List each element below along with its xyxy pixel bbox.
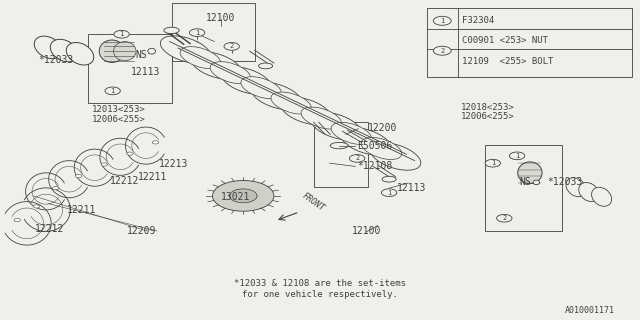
Text: 12113: 12113	[131, 67, 161, 77]
Text: 1: 1	[440, 18, 444, 24]
Circle shape	[381, 189, 397, 196]
Circle shape	[76, 174, 82, 178]
Circle shape	[152, 141, 159, 144]
Ellipse shape	[114, 42, 136, 61]
Text: A010001171: A010001171	[564, 306, 614, 315]
Text: 12211: 12211	[138, 172, 167, 182]
Circle shape	[497, 214, 512, 222]
Text: 1: 1	[491, 160, 495, 166]
Circle shape	[105, 87, 120, 95]
Circle shape	[212, 180, 274, 211]
Text: 12212: 12212	[35, 224, 65, 234]
Text: 12018<253>: 12018<253>	[461, 103, 515, 112]
Ellipse shape	[251, 82, 302, 110]
Text: *12033 & 12108 are the set-items: *12033 & 12108 are the set-items	[234, 279, 406, 288]
Text: 12006<255>: 12006<255>	[461, 112, 515, 121]
Text: 12200: 12200	[368, 123, 397, 133]
Bar	[172, 3, 255, 61]
Ellipse shape	[533, 180, 540, 185]
Ellipse shape	[210, 62, 251, 84]
Ellipse shape	[35, 36, 61, 59]
Circle shape	[349, 155, 365, 162]
Circle shape	[224, 43, 239, 50]
Ellipse shape	[382, 176, 396, 182]
Text: 12213: 12213	[159, 159, 188, 169]
Ellipse shape	[221, 67, 272, 94]
Text: C00901 <253> NUT: C00901 <253> NUT	[462, 36, 548, 44]
Circle shape	[127, 152, 133, 155]
Ellipse shape	[180, 47, 221, 68]
Circle shape	[189, 29, 205, 36]
Ellipse shape	[361, 138, 402, 159]
Ellipse shape	[67, 43, 93, 65]
Ellipse shape	[370, 143, 421, 170]
Ellipse shape	[280, 97, 332, 125]
Text: *12108: *12108	[357, 161, 392, 172]
Ellipse shape	[99, 40, 125, 62]
Ellipse shape	[164, 27, 179, 34]
Text: 12006<255>: 12006<255>	[92, 115, 145, 124]
Ellipse shape	[310, 112, 362, 140]
Bar	[88, 34, 172, 103]
Text: FRONT: FRONT	[301, 192, 326, 213]
Bar	[314, 122, 368, 187]
Text: 12013<253>: 12013<253>	[92, 105, 145, 114]
Text: 1: 1	[195, 30, 199, 36]
Ellipse shape	[591, 187, 612, 206]
Ellipse shape	[271, 92, 312, 114]
Text: 2: 2	[230, 44, 234, 49]
Text: 12209: 12209	[127, 226, 156, 236]
Ellipse shape	[191, 52, 242, 79]
Ellipse shape	[259, 63, 273, 69]
Circle shape	[33, 205, 40, 208]
Ellipse shape	[330, 142, 348, 149]
Text: 2: 2	[355, 156, 359, 161]
Text: 12100: 12100	[351, 226, 381, 236]
Circle shape	[101, 163, 108, 166]
Circle shape	[485, 159, 500, 167]
Text: 12211: 12211	[67, 204, 97, 215]
Text: 1: 1	[387, 190, 391, 196]
Ellipse shape	[51, 39, 77, 62]
Ellipse shape	[340, 128, 392, 155]
Bar	[427, 8, 632, 77]
Bar	[485, 145, 562, 231]
Text: 12212: 12212	[110, 176, 140, 186]
Text: 2: 2	[440, 48, 444, 54]
Ellipse shape	[301, 107, 342, 129]
Text: 1: 1	[515, 153, 519, 159]
Text: *12033: *12033	[547, 177, 582, 188]
Ellipse shape	[518, 162, 542, 184]
Text: 12109  <255> BOLT: 12109 <255> BOLT	[462, 57, 554, 66]
Ellipse shape	[241, 77, 282, 99]
Text: 13021: 13021	[221, 192, 250, 202]
Ellipse shape	[579, 182, 599, 202]
Text: for one vehicle respectively.: for one vehicle respectively.	[242, 290, 398, 299]
Text: E50506: E50506	[357, 140, 392, 151]
Circle shape	[52, 187, 59, 190]
Circle shape	[114, 30, 129, 38]
Text: NS: NS	[519, 177, 531, 188]
Circle shape	[433, 46, 451, 55]
Ellipse shape	[566, 178, 586, 197]
Text: NS: NS	[135, 50, 147, 60]
Ellipse shape	[148, 48, 156, 54]
Text: *12033: *12033	[38, 55, 74, 65]
Text: 1: 1	[120, 31, 124, 37]
Text: F32304: F32304	[462, 16, 494, 25]
Circle shape	[14, 219, 20, 222]
Circle shape	[433, 16, 451, 25]
Text: 1: 1	[111, 88, 115, 94]
Circle shape	[509, 152, 525, 160]
Circle shape	[229, 189, 257, 203]
Ellipse shape	[160, 36, 211, 63]
Ellipse shape	[331, 123, 372, 144]
Text: 2: 2	[502, 215, 506, 221]
Text: 12113: 12113	[397, 183, 426, 193]
Text: 12100: 12100	[206, 12, 236, 23]
